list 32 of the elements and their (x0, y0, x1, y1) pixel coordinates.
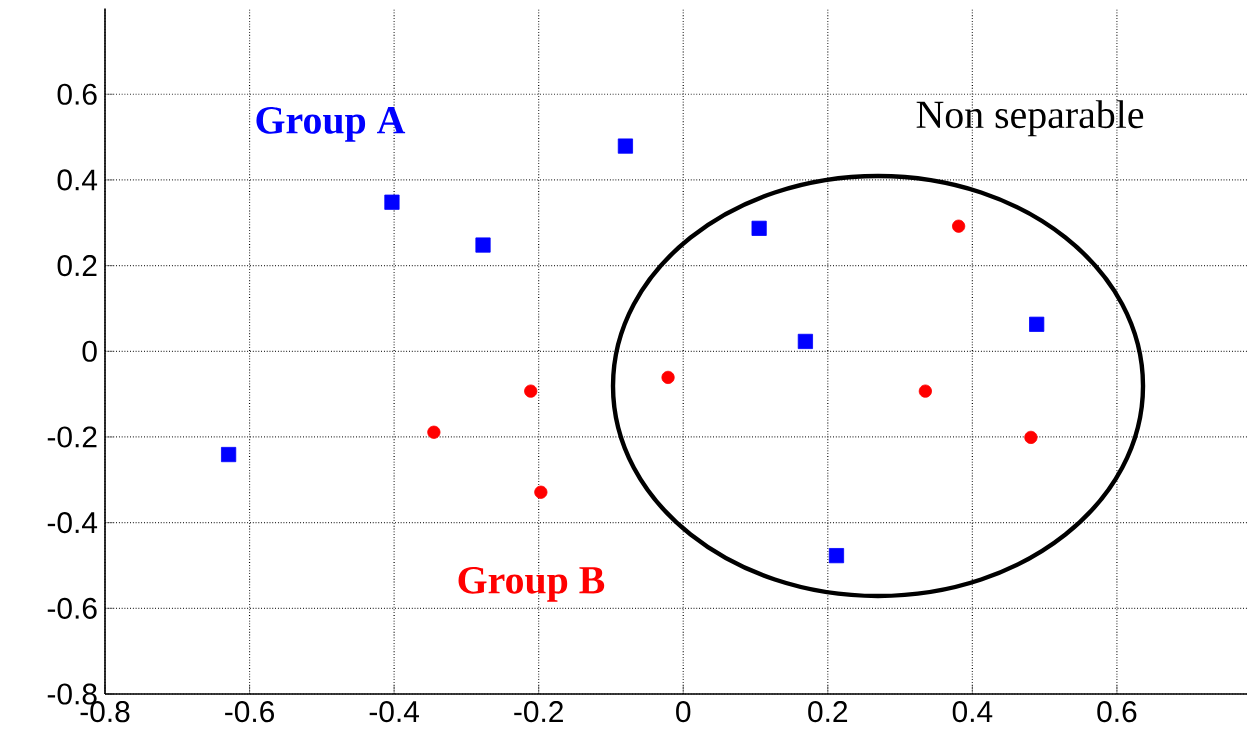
y-tick-label: 0.4 (57, 169, 98, 191)
point (524, 384, 538, 398)
point (1029, 316, 1045, 332)
x-tick-label: 0.6 (1097, 701, 1137, 723)
point (751, 220, 767, 236)
point (918, 384, 932, 398)
point (534, 485, 548, 499)
y-tick-label: 0.6 (57, 83, 97, 105)
text: Group B (458, 566, 605, 602)
x-tick-label: -0.6 (225, 701, 274, 723)
point (1024, 430, 1038, 444)
point (427, 425, 441, 439)
y-tick-label: 0 (82, 340, 97, 362)
annotation: Non separable (916, 100, 1144, 137)
y-tick-label: -0.6 (47, 597, 97, 619)
point (661, 370, 675, 384)
x-tick-label: -0.4 (369, 701, 419, 723)
point (384, 194, 400, 210)
series-label: Group A (256, 106, 406, 142)
x-tick-label: 0 (676, 701, 691, 723)
y-tick-label: -0.4 (47, 512, 98, 534)
x-tick-label: 0.4 (952, 701, 993, 723)
y-tick-label: -0.2 (47, 426, 97, 448)
point (797, 333, 813, 350)
y-tick-label: 0.2 (57, 255, 97, 277)
x-tick-label: 0.2 (808, 701, 848, 723)
x-tick-label: -0.2 (514, 701, 563, 723)
point (617, 138, 633, 154)
point (221, 446, 237, 463)
point (952, 219, 966, 233)
point (828, 548, 845, 564)
point (475, 237, 491, 253)
